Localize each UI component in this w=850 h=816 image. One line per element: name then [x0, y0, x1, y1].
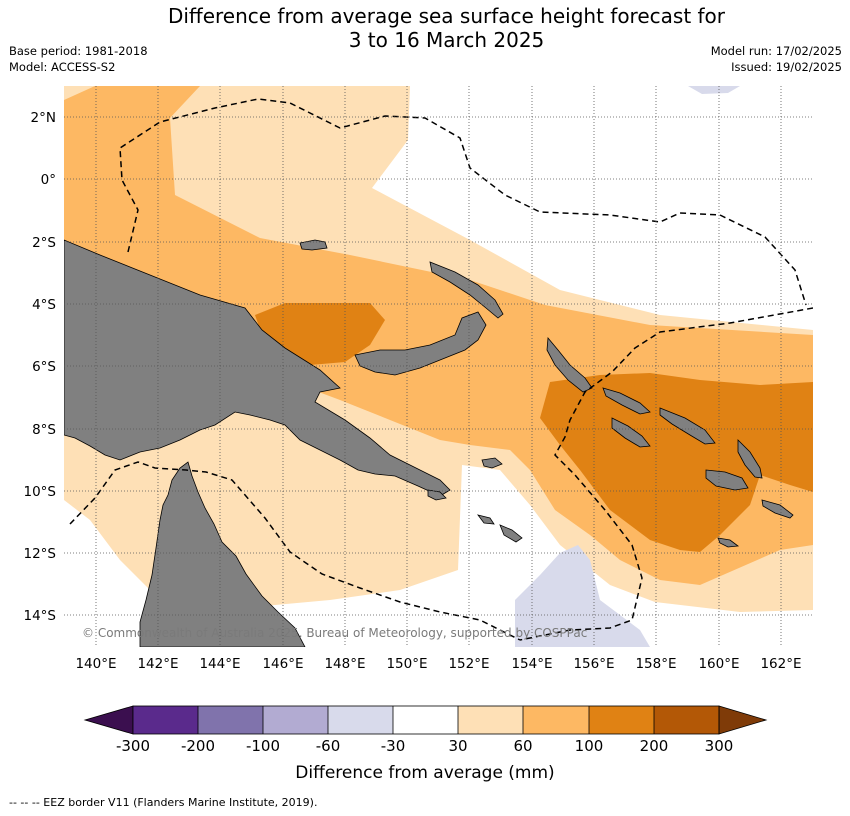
base-period: Base period: 1981-2018 — [9, 44, 148, 58]
copyright-notice: © Commonwealth of Australia 2025, Bureau… — [82, 626, 587, 640]
eez-borders — [69, 98, 813, 641]
lon-label: 144°E — [199, 656, 240, 672]
colorbar-tick: -30 — [381, 737, 406, 755]
gridlines — [64, 86, 813, 647]
lon-label: 150°E — [386, 656, 427, 672]
land-new-georgia — [611, 417, 651, 448]
colorbar-tick: 300 — [705, 737, 734, 755]
longitude-labels: 140°E 142°E 144°E 146°E 148°E 150°E 152°… — [75, 656, 801, 672]
colorbar-tick: -100 — [246, 737, 280, 755]
colorbar-tick: 200 — [640, 737, 669, 755]
issued-date: Issued: 19/02/2025 — [731, 60, 842, 74]
land-bougainville — [546, 336, 593, 393]
lon-label: 142°E — [137, 656, 178, 672]
colorbar-bin — [198, 706, 263, 734]
lat-label: 0° — [41, 172, 56, 188]
lon-label: 158°E — [635, 656, 676, 672]
colorbar-tick: -200 — [181, 737, 215, 755]
map-figure: © Commonwealth of Australia 2025, Bureau… — [24, 86, 813, 783]
land-new-britain — [354, 311, 487, 376]
eez-australia-west — [69, 461, 521, 641]
anomaly-zone-negative-south — [515, 545, 650, 647]
lat-label: 2°N — [31, 110, 56, 126]
colorbar-tick: -60 — [316, 737, 341, 755]
map-title: Difference from average sea surface heig… — [0, 4, 850, 52]
lon-label: 148°E — [324, 656, 365, 672]
lon-label: 146°E — [262, 656, 303, 672]
title-line-2: 3 to 16 March 2025 — [348, 28, 545, 52]
colorbar-label: Difference from average (mm) — [295, 763, 554, 783]
colorbar-bin — [589, 706, 654, 734]
colorbar-tick: -300 — [116, 737, 150, 755]
land-makira — [761, 499, 794, 519]
lat-label: 10°S — [24, 484, 57, 500]
colorbar-ticks: -300 -200 -100 -60 -30 30 60 100 200 300 — [116, 737, 733, 755]
anomaly-zone-100-200-east — [540, 373, 813, 552]
model-run: Model run: 17/02/2025 — [710, 44, 842, 58]
lon-label: 160°E — [698, 656, 739, 672]
meta-right: Model run: 17/02/2025 Issued: 19/02/2025 — [711, 43, 842, 75]
colorbar-bin — [458, 706, 523, 734]
lon-label: 162°E — [760, 656, 801, 672]
colorbar-tick: 100 — [575, 737, 604, 755]
title-line-1: Difference from average sea surface heig… — [167, 4, 726, 28]
anomaly-zone-negative-north — [688, 86, 740, 94]
map-area: © Commonwealth of Australia 2025, Bureau… — [64, 86, 813, 647]
colorbar-extend-low — [83, 705, 134, 735]
eez-png-north — [119, 98, 807, 306]
colorbar-bin — [133, 706, 198, 734]
lat-label: 4°S — [32, 297, 56, 313]
colorbar-bin — [393, 706, 458, 734]
colorbar-tick: 30 — [448, 737, 467, 755]
lon-label: 154°E — [511, 656, 552, 672]
colorbar-tick: 60 — [513, 737, 532, 755]
colorbar-extend-high — [718, 705, 768, 735]
lat-label: 14°S — [24, 608, 57, 624]
lat-label: 8°S — [32, 422, 56, 438]
land-louisiade — [477, 514, 523, 543]
lat-label: 12°S — [24, 546, 57, 562]
lat-label: 6°S — [32, 359, 56, 375]
land-choiseul — [602, 387, 651, 415]
lon-label: 156°E — [573, 656, 614, 672]
land-small-islands-east — [717, 537, 740, 548]
eez-png-east — [519, 307, 813, 641]
land-dentrecasteaux — [427, 457, 503, 501]
colorbar-bin — [263, 706, 328, 734]
land-malaita — [737, 439, 763, 479]
land-santa-isabel — [659, 407, 716, 445]
eez-footnote: -- -- -- EEZ border V11 (Flanders Marine… — [9, 796, 318, 809]
lon-label: 152°E — [448, 656, 489, 672]
model-name: Model: ACCESS-S2 — [9, 60, 116, 74]
colorbar-bin — [523, 706, 589, 734]
colorbar: -300 -200 -100 -60 -30 30 60 100 200 300… — [83, 705, 768, 783]
land-guadalcanal — [705, 469, 749, 491]
colorbar-bin — [654, 706, 719, 734]
colorbar-bin — [328, 706, 393, 734]
latitude-labels: 2°N 0° 2°S 4°S 6°S 8°S 10°S 12°S 14°S — [24, 110, 57, 624]
meta-left: Base period: 1981-2018 Model: ACCESS-S2 — [9, 43, 148, 75]
lat-label: 2°S — [32, 235, 56, 251]
lon-label: 140°E — [75, 656, 116, 672]
land-manus — [299, 239, 328, 251]
